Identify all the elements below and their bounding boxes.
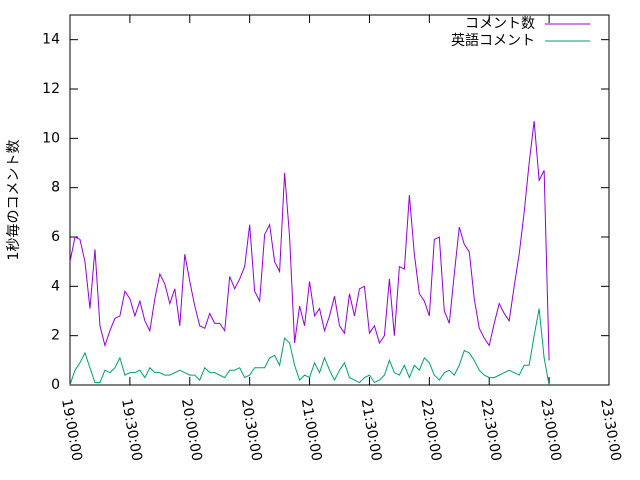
x-tick-label: 21:30:00 — [358, 398, 385, 463]
legend-label: 英語コメント — [451, 32, 535, 49]
series-line — [69, 121, 550, 361]
x-tick-label: 22:30:00 — [477, 398, 504, 463]
x-tick-label: 22:00:00 — [417, 398, 444, 463]
y-axis-label: 1秒毎のコメント数 — [6, 140, 22, 261]
y-tick-label: 8 — [51, 180, 60, 196]
y-tick-label: 14 — [42, 32, 60, 48]
y-tick-label: 12 — [42, 81, 60, 97]
x-tick-label: 23:30:00 — [597, 398, 624, 463]
series-line — [69, 308, 550, 386]
y-tick-label: 6 — [51, 229, 60, 245]
y-tick-label: 2 — [51, 328, 60, 344]
x-tick-label: 21:00:00 — [298, 398, 325, 463]
x-tick-label: 19:00:00 — [58, 398, 85, 463]
x-tick-label: 20:00:00 — [178, 398, 205, 463]
y-tick-label: 0 — [51, 377, 60, 393]
y-tick-label: 10 — [42, 130, 60, 146]
x-tick-label: 20:30:00 — [238, 398, 265, 463]
x-tick-label: 23:00:00 — [537, 398, 564, 463]
plot-border — [69, 14, 610, 386]
y-tick-label: 4 — [51, 278, 60, 294]
legend-label: コメント数 — [465, 16, 535, 32]
x-tick-label: 19:30:00 — [118, 398, 145, 463]
